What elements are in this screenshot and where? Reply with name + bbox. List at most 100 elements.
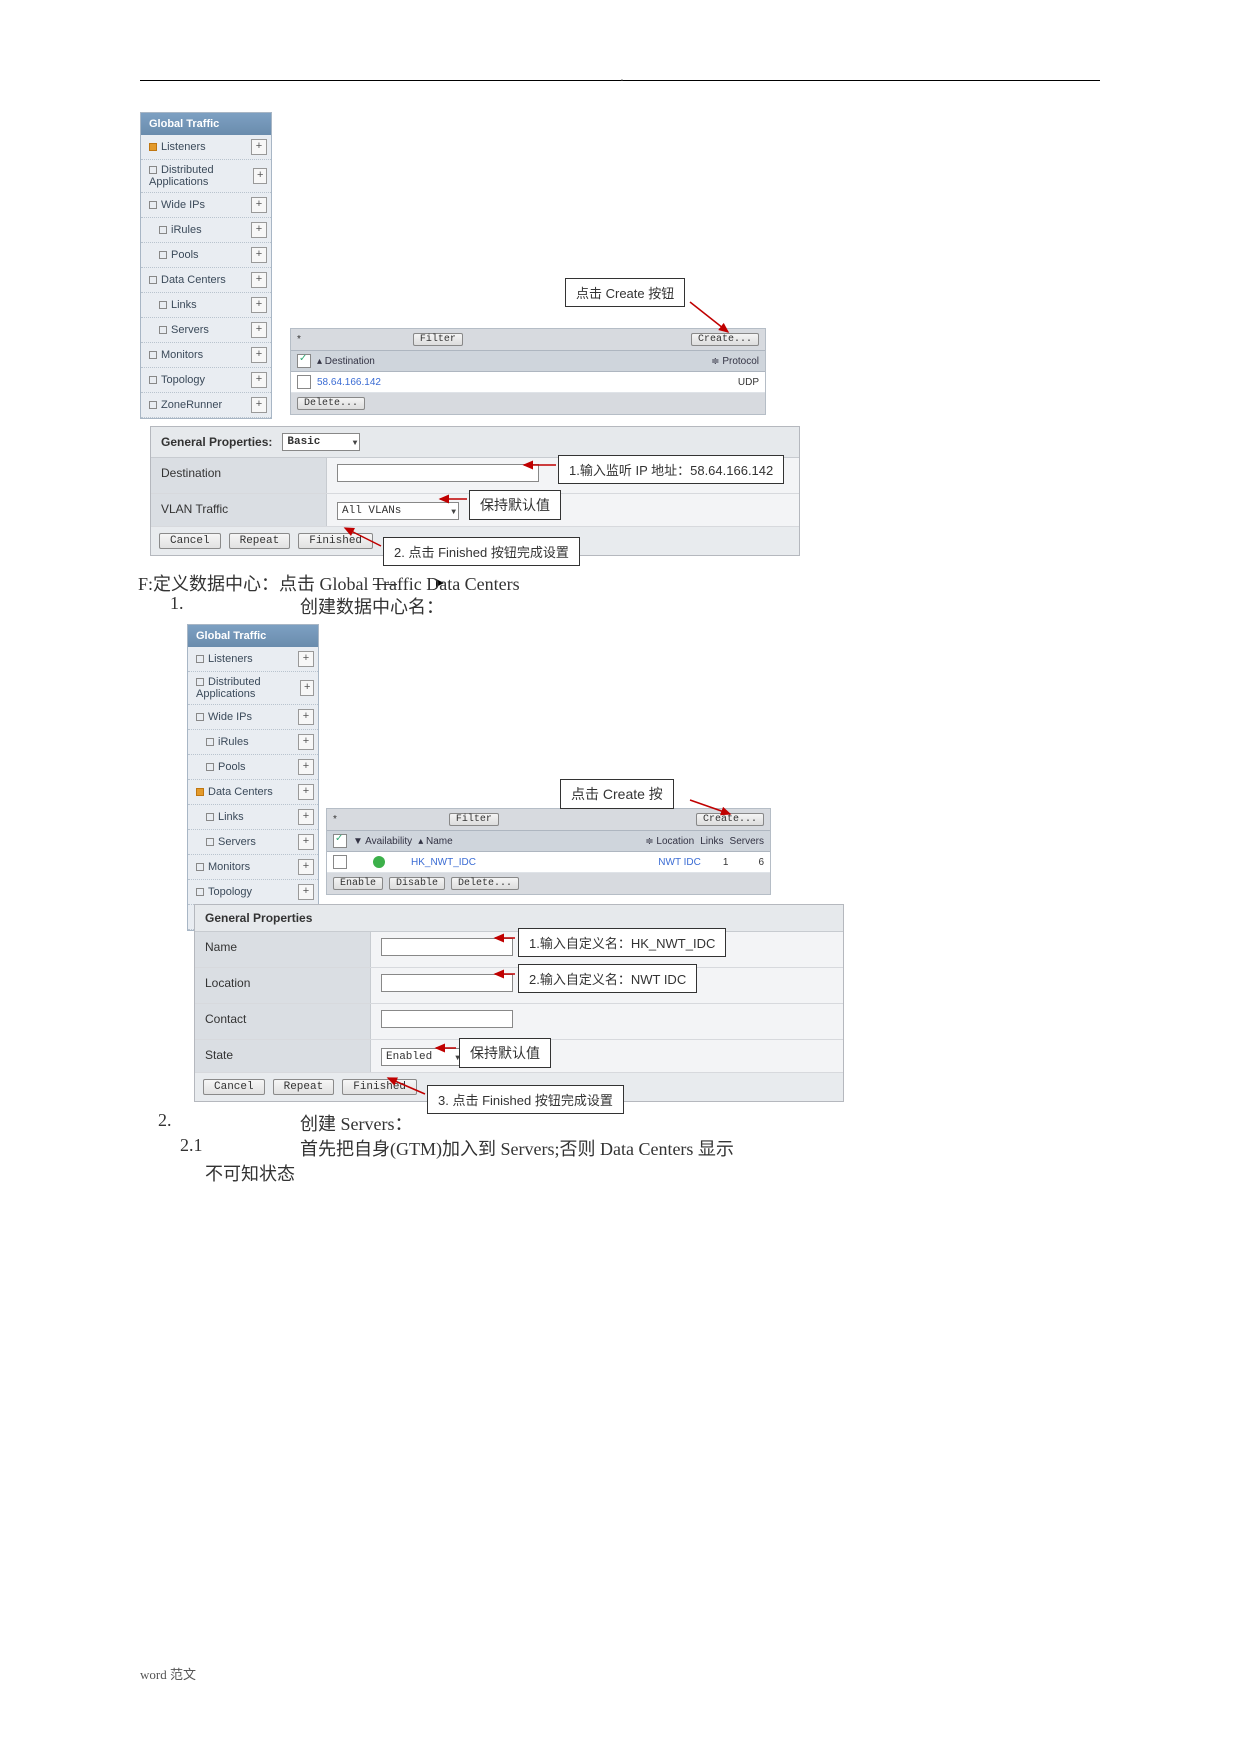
bullet-icon xyxy=(149,143,157,151)
vlan-select[interactable]: All VLANs xyxy=(337,502,459,520)
sidebar-item-irules[interactable]: iRules+ xyxy=(141,218,271,243)
sidebar-item-label: Listeners xyxy=(208,653,253,665)
sidebar-2: Global Traffic Listeners+Distributed App… xyxy=(187,624,319,931)
sidebar-item-label: Wide IPs xyxy=(161,199,205,211)
sidebar-item-topology[interactable]: Topology+ xyxy=(141,368,271,393)
expand-icon[interactable]: + xyxy=(298,651,314,667)
repeat-button[interactable]: Repeat xyxy=(229,533,291,549)
cancel-button[interactable]: Cancel xyxy=(159,533,221,549)
state-label: State xyxy=(195,1040,371,1072)
name-input[interactable] xyxy=(381,938,513,956)
expand-icon[interactable]: + xyxy=(298,809,314,825)
col-location[interactable]: ≑ Location xyxy=(645,836,694,847)
cancel-button-2[interactable]: Cancel xyxy=(203,1079,265,1095)
create-button-2[interactable]: Create... xyxy=(696,813,764,826)
expand-icon[interactable]: + xyxy=(253,168,267,184)
expand-icon[interactable]: + xyxy=(251,372,267,388)
datacenter-pane: * Filter Create... ✓ ▼ Availability ▴ Na… xyxy=(326,808,771,895)
sidebar-item-monitors[interactable]: Monitors + xyxy=(188,855,318,880)
expand-icon[interactable]: + xyxy=(251,322,267,338)
finished-button-2[interactable]: Finished xyxy=(342,1079,417,1095)
expand-icon[interactable]: + xyxy=(298,859,314,875)
expand-icon[interactable]: + xyxy=(251,272,267,288)
sidebar-item-links[interactable]: Links+ xyxy=(188,805,318,830)
sidebar-item-monitors[interactable]: Monitors + xyxy=(141,343,271,368)
expand-icon[interactable]: + xyxy=(298,759,314,775)
col-servers[interactable]: Servers xyxy=(730,836,764,847)
sidebar-item-servers[interactable]: Servers + xyxy=(141,318,271,343)
sidebar-item-label: Servers xyxy=(171,324,209,336)
sidebar-item-listeners[interactable]: Listeners + xyxy=(141,135,271,160)
callout-location: 2.输入自定义名：NWT IDC xyxy=(518,964,697,993)
sidebar-item-links[interactable]: Links+ xyxy=(141,293,271,318)
bullet-icon xyxy=(196,863,204,871)
form1-mode-select[interactable]: Basic xyxy=(282,433,360,451)
filter-star: * xyxy=(297,334,301,345)
select-all-checkbox[interactable]: ✓ xyxy=(297,354,311,368)
col-name[interactable]: ▴ Name xyxy=(418,836,452,847)
callout-create-1: 点击 Create 按钮 xyxy=(565,278,685,307)
state-select[interactable]: Enabled xyxy=(381,1048,463,1066)
sidebar-item-servers[interactable]: Servers+ xyxy=(188,830,318,855)
sidebar-item-irules[interactable]: iRules+ xyxy=(188,730,318,755)
disable-button[interactable]: Disable xyxy=(389,877,445,890)
col-links[interactable]: Links xyxy=(700,836,723,847)
sidebar-item-distributed-applications[interactable]: Distributed Applications+ xyxy=(141,160,271,193)
callout-finished-2: 3. 点击 Finished 按钮完成设置 xyxy=(427,1085,624,1114)
location-label: Location xyxy=(195,968,371,1003)
delete-button-2[interactable]: Delete... xyxy=(451,877,519,890)
destination-input[interactable] xyxy=(337,464,539,482)
filter-button[interactable]: Filter xyxy=(413,333,463,346)
row-destination[interactable]: 58.64.166.142 xyxy=(317,377,381,388)
text-1: 1. xyxy=(170,593,184,614)
row-checkbox[interactable] xyxy=(297,375,311,389)
sidebar-item-label: Pools xyxy=(218,761,246,773)
bullet-icon xyxy=(159,226,167,234)
destination-label: Destination xyxy=(151,458,327,493)
sidebar-item-label: Monitors xyxy=(208,861,250,873)
enable-button[interactable]: Enable xyxy=(333,877,383,890)
create-button[interactable]: Create... xyxy=(691,333,759,346)
expand-icon[interactable]: + xyxy=(251,397,267,413)
expand-icon[interactable]: + xyxy=(251,297,267,313)
expand-icon[interactable]: + xyxy=(298,734,314,750)
sidebar-item-wide-ips[interactable]: Wide IPs + xyxy=(188,705,318,730)
row-name[interactable]: HK_NWT_IDC xyxy=(411,857,476,868)
sidebar-item-topology[interactable]: Topology+ xyxy=(188,880,318,905)
sidebar-item-data-centers[interactable]: Data Centers+ xyxy=(188,780,318,805)
select-all-checkbox-2[interactable]: ✓ xyxy=(333,834,347,848)
col-protocol[interactable]: ≑ Protocol xyxy=(711,356,759,367)
expand-icon[interactable]: + xyxy=(298,884,314,900)
filter-button-2[interactable]: Filter xyxy=(449,813,499,826)
contact-input[interactable] xyxy=(381,1010,513,1028)
expand-icon[interactable]: + xyxy=(251,222,267,238)
sidebar-item-wide-ips[interactable]: Wide IPs + xyxy=(141,193,271,218)
location-input[interactable] xyxy=(381,974,513,992)
row-checkbox-2[interactable] xyxy=(333,855,347,869)
expand-icon[interactable]: + xyxy=(251,247,267,263)
text-1b: 创建数据中心名： xyxy=(300,593,444,619)
sidebar-item-pools[interactable]: Pools+ xyxy=(141,243,271,268)
col-availability[interactable]: ▼ Availability xyxy=(353,836,412,847)
delete-button[interactable]: Delete... xyxy=(297,397,365,410)
sidebar-item-label: Monitors xyxy=(161,349,203,361)
sidebar-item-pools[interactable]: Pools + xyxy=(188,755,318,780)
expand-icon[interactable]: + xyxy=(251,347,267,363)
callout-state-default: 保持默认值 xyxy=(459,1038,551,1068)
sidebar-item-label: Wide IPs xyxy=(208,711,252,723)
sidebar-item-listeners[interactable]: Listeners + xyxy=(188,647,318,672)
col-destination[interactable]: ▴ Destination xyxy=(317,356,375,367)
expand-icon[interactable]: + xyxy=(251,197,267,213)
sidebar-item-zonerunner[interactable]: ZoneRunner+ xyxy=(141,393,271,418)
expand-icon[interactable]: + xyxy=(298,709,314,725)
expand-icon[interactable]: + xyxy=(300,680,314,696)
expand-icon[interactable]: + xyxy=(298,784,314,800)
expand-icon[interactable]: + xyxy=(251,139,267,155)
sidebar-item-distributed-applications[interactable]: Distributed Applications+ xyxy=(188,672,318,705)
sidebar-item-label: Listeners xyxy=(161,141,206,153)
repeat-button-2[interactable]: Repeat xyxy=(273,1079,335,1095)
sidebar-item-data-centers[interactable]: Data Centers+ xyxy=(141,268,271,293)
footer-text: word 范文 xyxy=(140,1664,196,1683)
finished-button[interactable]: Finished xyxy=(298,533,373,549)
expand-icon[interactable]: + xyxy=(298,834,314,850)
